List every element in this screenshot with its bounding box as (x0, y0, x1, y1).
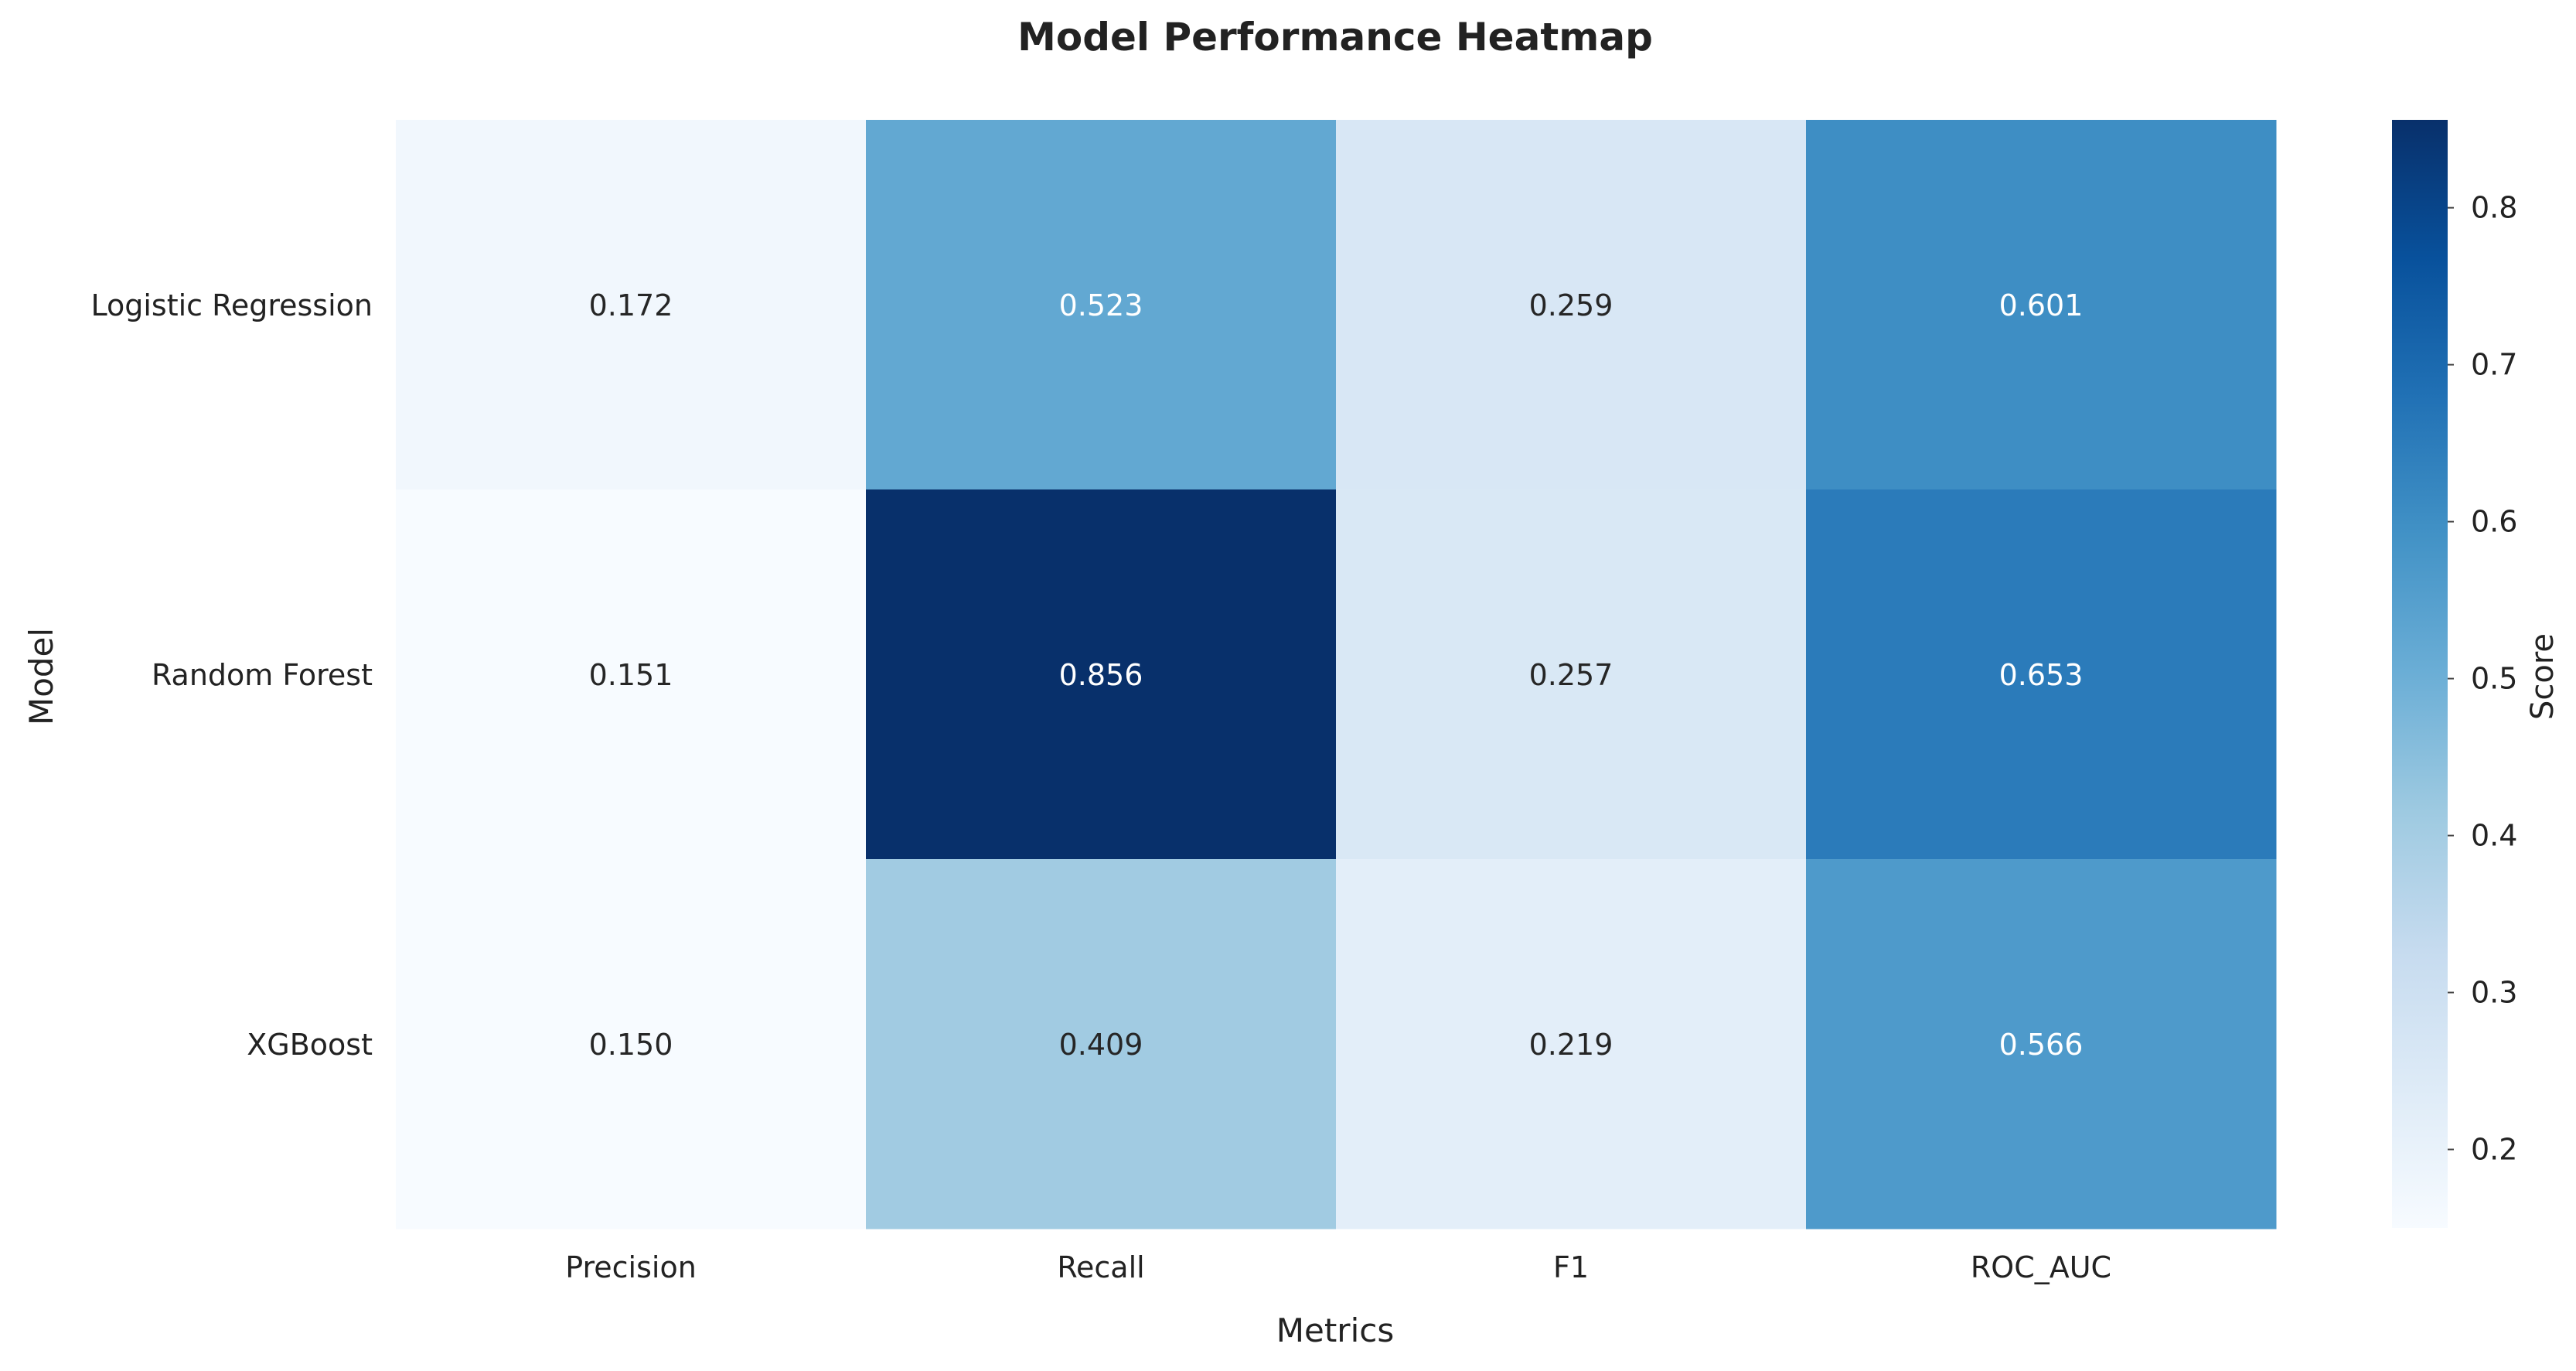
colorbar-tick-label: 0.2 (2471, 1133, 2517, 1167)
heatmap-cell (1336, 120, 1807, 490)
cell-value-label: 0.150 (589, 1028, 673, 1062)
x-tick-label: ROC_AUC (1971, 1250, 2111, 1284)
heatmap-cell (1806, 120, 2277, 490)
cell-value-label: 0.601 (1999, 288, 2084, 322)
colorbar-tick-label: 0.3 (2471, 976, 2517, 1010)
cell-value-label: 0.566 (1999, 1028, 2084, 1062)
heatmap-cell (1336, 489, 1807, 860)
heatmap-cell (1806, 489, 2277, 860)
colorbar-tick-label: 0.7 (2471, 348, 2517, 382)
cell-value-label: 0.523 (1059, 288, 1143, 322)
heatmap-cell (866, 489, 1337, 860)
y-tick-label: Logistic Regression (90, 288, 373, 322)
x-axis-label: Metrics (1276, 1311, 1394, 1349)
colorbar-ticks: 0.2 0.3 0.4 0.5 0.6 0.7 0.8 (2448, 191, 2517, 1167)
cell-value-label: 0.653 (1999, 658, 2084, 692)
colorbar: 0.2 0.3 0.4 0.5 0.6 0.7 0.8 Score (2392, 120, 2561, 1228)
heatmap-cell (866, 120, 1337, 490)
cell-value-label: 0.259 (1529, 288, 1613, 322)
colorbar-gradient (2392, 120, 2448, 1228)
heatmap-cell (396, 859, 867, 1229)
chart-title: Model Performance Heatmap (1017, 15, 1653, 60)
cell-value-label: 0.856 (1059, 658, 1143, 692)
cell-value-label: 0.219 (1529, 1028, 1613, 1062)
cell-value-label: 0.409 (1059, 1028, 1143, 1062)
colorbar-label: Score (2525, 633, 2561, 720)
colorbar-tick-label: 0.6 (2471, 505, 2517, 539)
x-axis-tick-labels: Precision Recall F1 ROC_AUC (565, 1250, 2111, 1284)
cell-value-label: 0.172 (589, 288, 673, 322)
cell-value-label: 0.151 (589, 658, 673, 692)
y-tick-label: XGBoost (247, 1028, 373, 1062)
colorbar-tick-label: 0.4 (2471, 819, 2517, 853)
heatmap-cells (396, 120, 2277, 1229)
y-axis-label: Model (22, 628, 60, 725)
colorbar-tick-label: 0.5 (2471, 662, 2517, 696)
y-axis-tick-labels: Logistic Regression Random Forest XGBoost (90, 288, 373, 1062)
heatmap-cell (396, 120, 867, 490)
heatmap-cell (1336, 859, 1807, 1229)
heatmap-cell (396, 489, 867, 860)
heatmap-cell (866, 859, 1337, 1229)
y-tick-label: Random Forest (152, 658, 373, 692)
x-tick-label: Recall (1057, 1250, 1144, 1284)
x-tick-label: F1 (1553, 1250, 1589, 1284)
cell-value-label: 0.257 (1529, 658, 1613, 692)
x-tick-label: Precision (565, 1250, 697, 1284)
heatmap-cell (1806, 859, 2277, 1229)
colorbar-tick-label: 0.8 (2471, 191, 2517, 225)
heatmap-cell-labels: 0.172 0.523 0.259 0.601 0.151 0.856 0.257 0.653… (589, 288, 2084, 1062)
